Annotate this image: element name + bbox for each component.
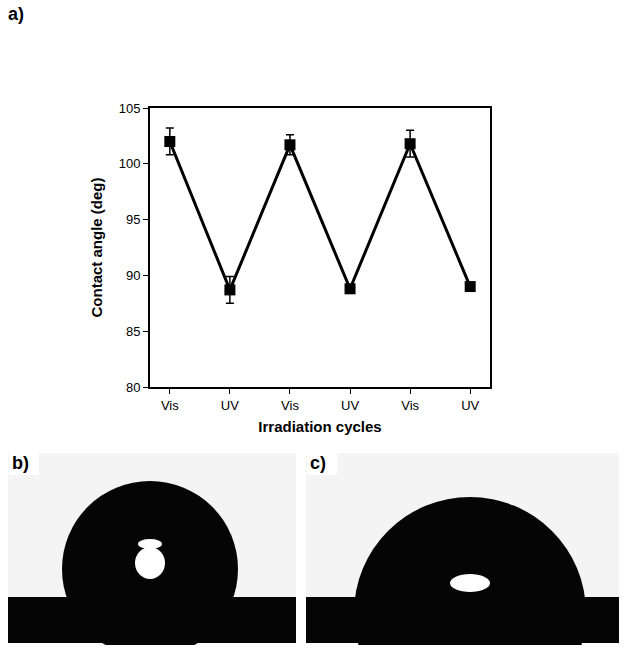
svg-text:UV: UV: [341, 398, 359, 413]
svg-text:Vis: Vis: [281, 398, 299, 413]
svg-text:80: 80: [126, 380, 140, 395]
svg-text:95: 95: [126, 212, 140, 227]
svg-text:c): c): [310, 453, 326, 473]
svg-text:105: 105: [119, 101, 141, 116]
svg-text:85: 85: [126, 324, 140, 339]
svg-text:90: 90: [126, 268, 140, 283]
svg-text:UV: UV: [221, 398, 239, 413]
svg-text:Vis: Vis: [161, 398, 179, 413]
svg-text:UV: UV: [461, 398, 479, 413]
svg-text:Irradiation cycles: Irradiation cycles: [258, 418, 381, 435]
svg-text:b): b): [12, 453, 29, 473]
svg-text:100: 100: [119, 156, 141, 171]
svg-text:Contact angle (deg): Contact angle (deg): [88, 177, 105, 317]
svg-text:Vis: Vis: [401, 398, 419, 413]
html-text:a): a): [8, 4, 24, 24]
